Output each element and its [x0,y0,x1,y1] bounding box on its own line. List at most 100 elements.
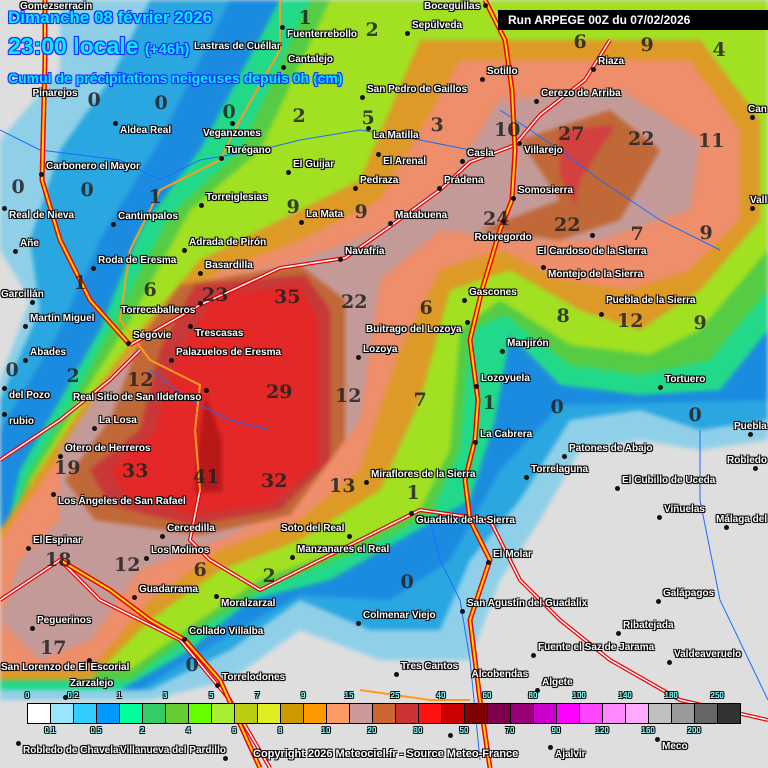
snow-value-label: 24 [483,208,510,230]
city-dot [501,219,506,224]
legend-swatch [258,704,281,723]
city-label: Vall [750,195,768,206]
snow-value-label: 27 [558,123,585,145]
forecast-lead: (+46h) [144,41,190,58]
city-dot [473,440,478,445]
city-dot [214,594,219,599]
snow-value-label: 6 [419,297,433,319]
snow-value-label: 7 [630,223,644,245]
snow-value-label: 7 [413,389,427,411]
legend-tick-top: 5 [209,691,214,700]
city-label: Abades [30,347,67,358]
city-label: Robledo [727,455,767,466]
city-dot [219,156,224,161]
legend-swatch [304,704,327,723]
city-dot [58,454,63,459]
legend-tick-top: 7 [255,691,260,700]
city-label: Torrecaballeros [121,305,196,316]
city-label: Galápagos [663,588,715,599]
legend-tick-bottom: 4 [186,726,191,735]
city-dot [30,300,35,305]
city-dot [286,170,291,175]
city-dot [366,126,371,131]
city-label: Tres Cantos [401,661,459,672]
city-dot [53,41,58,46]
city-label: Cerezo de Arriba [541,88,621,99]
city-label: Cercedilla [167,523,215,534]
snow-value-label: 9 [693,312,707,334]
city-dot [724,525,729,530]
city-label: Garcillán [1,289,44,300]
snow-value-label: 0 [11,176,25,198]
city-label: La Mata [306,209,344,220]
city-label: Soto del Real [281,523,345,534]
city-dot [182,637,187,642]
city-dot [590,233,595,238]
city-dot [658,385,663,390]
legend-swatch [281,704,304,723]
city-dot [198,271,203,276]
city-label: Añe [20,238,39,249]
city-label: Fuenterrebollo [287,29,358,40]
snow-value-label: 22 [341,291,368,313]
city-label: Otero de Herreros [65,443,151,454]
city-dot [188,324,193,329]
city-dot [750,206,755,211]
legend-tick-top: 3 [163,691,168,700]
model-run: Run ARPEGE 00Z du 07/02/2026 [498,10,768,30]
legend-swatch [626,704,649,723]
city-label: Viñuelas [664,504,705,515]
snow-value-label: 12 [114,554,141,576]
legend-swatch [672,704,695,723]
city-dot [541,265,546,270]
legend-tick-bottom: 6 [232,726,237,735]
city-dot [599,312,604,317]
legend-swatch [28,704,51,723]
city-label: Meco [662,741,688,752]
city-dot [87,658,92,663]
legend-swatch [465,704,488,723]
snow-value-label: 22 [554,214,581,236]
city-dot [26,546,31,551]
city-dot [531,653,536,658]
legend-swatch [327,704,350,723]
city-dot [394,672,399,677]
city-label: Turégano [226,145,271,156]
city-dot [753,466,758,471]
legend-swatch [120,704,143,723]
color-legend [27,703,741,724]
legend-tick-bottom: 10 [321,726,331,735]
city-dot [299,220,304,225]
snow-value-label: 8 [556,305,570,327]
city-label: Matabuena [395,210,448,221]
city-label: Cantimpalos [118,211,179,222]
city-label: Real de Nieva [9,210,75,221]
city-label: El Espinar [33,535,82,546]
snow-value-label: 0 [185,654,199,676]
city-dot [376,152,381,157]
city-dot [655,737,660,742]
legend-tick-top: 1 [117,691,122,700]
city-label: Zarzalejo [70,678,114,689]
city-dot [750,115,755,120]
city-dot [562,454,567,459]
city-label: Prádena [444,175,484,186]
legend-swatch [488,704,511,723]
snow-value-label: 0 [154,92,168,114]
snow-value-label: 0 [80,179,94,201]
city-dot [144,556,149,561]
snow-value-label: 2 [66,365,80,387]
city-label: Lastras de Cuéllar [194,41,281,52]
city-label: Los Ángeles de San Rafael [58,496,186,507]
zone-red [110,285,318,515]
snow-value-label: 11 [698,130,725,152]
snow-value-label: 0 [222,101,236,123]
city-label: San Pedro de Gaillos [367,84,468,95]
legend-swatch [557,704,580,723]
city-label: Tortuero [665,374,706,385]
city-label: Torreiglesias [206,192,268,203]
legend-tick-top: 25 [390,691,400,700]
city-dot [23,358,28,363]
city-dot [215,683,220,688]
city-dot [338,257,343,262]
